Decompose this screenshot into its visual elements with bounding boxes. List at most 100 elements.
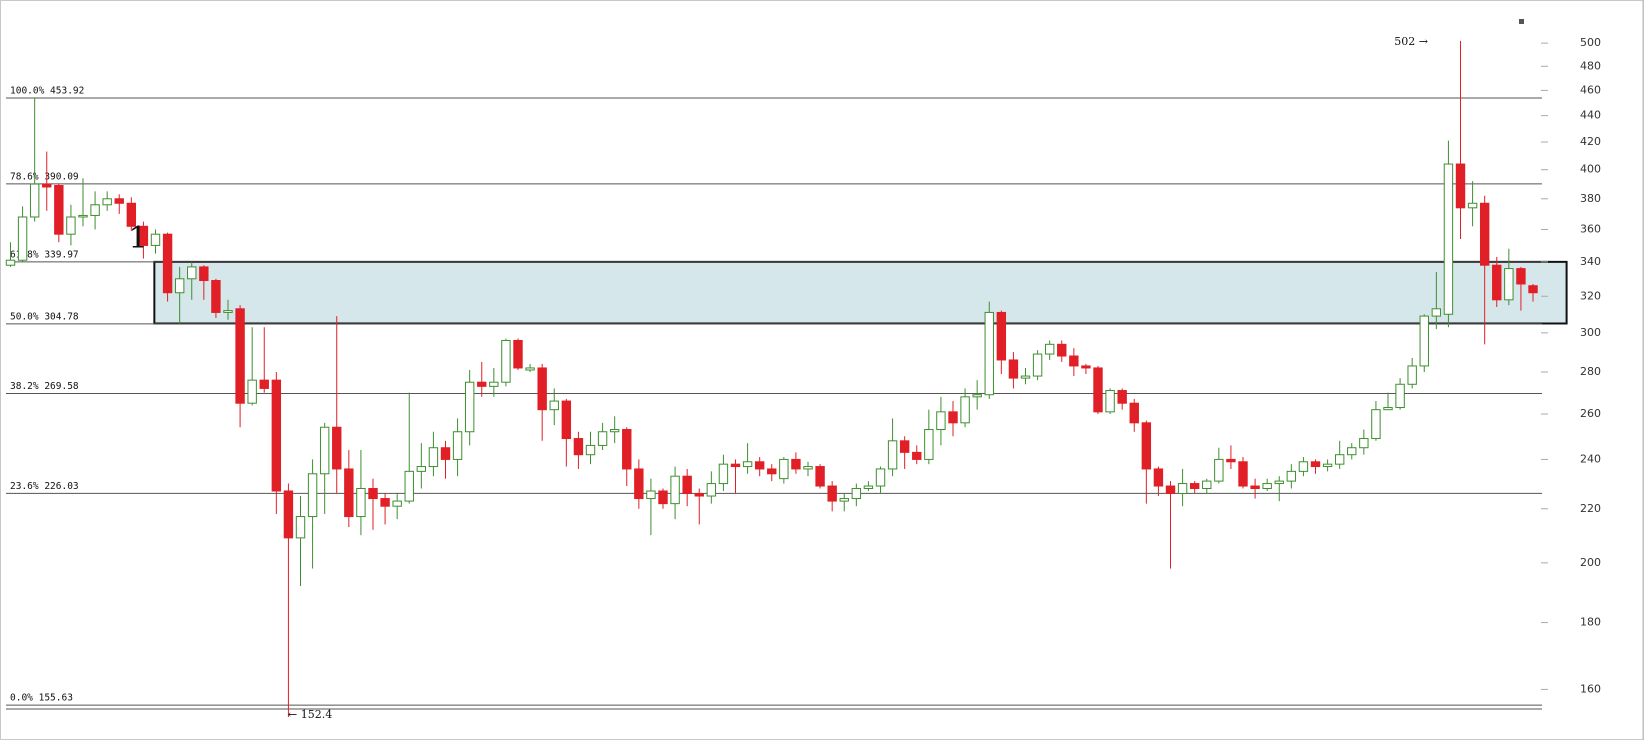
- candle-body: [1057, 343, 1067, 357]
- candle-body: [1443, 163, 1454, 315]
- candle-body: [332, 426, 342, 470]
- candle-body: [489, 381, 499, 387]
- candle-body: [1177, 483, 1188, 495]
- candle-body: [972, 394, 982, 398]
- candle-body: [368, 488, 378, 500]
- candle-body: [827, 485, 837, 502]
- candle-body: [1262, 483, 1272, 490]
- candle-body: [187, 266, 197, 280]
- candle-body: [767, 468, 777, 475]
- candle-body: [1467, 202, 1478, 209]
- candle-body: [718, 463, 729, 485]
- y-tick-label: 500: [1580, 36, 1601, 49]
- y-tick-label: 220: [1580, 502, 1601, 515]
- candle-body: [1226, 458, 1236, 463]
- candle-body: [851, 488, 862, 500]
- candle-body: [537, 367, 547, 411]
- candle-body: [452, 431, 463, 460]
- candle-body: [235, 308, 245, 404]
- candle-body: [513, 339, 523, 369]
- candle-body: [1081, 365, 1091, 369]
- candle-body: [1008, 359, 1019, 379]
- candle-body: [102, 198, 112, 206]
- candle-body: [162, 233, 173, 294]
- candle-body: [1407, 365, 1417, 385]
- candle-body: [150, 233, 161, 246]
- candle-body: [295, 516, 306, 539]
- fib-label: 78.6% 390.09: [10, 171, 79, 182]
- candle-body: [791, 458, 801, 470]
- candle-body: [5, 259, 16, 266]
- candle-body: [1347, 447, 1357, 456]
- fib-label: 23.6% 226.03: [10, 481, 79, 492]
- candle-body: [609, 428, 620, 433]
- candle-body: [1310, 461, 1321, 468]
- candle-body: [356, 488, 366, 518]
- candle-body: [670, 475, 680, 505]
- candle-body: [1069, 355, 1079, 367]
- candle-body: [416, 466, 427, 472]
- y-tick-label: 420: [1580, 135, 1601, 148]
- candle-body: [1117, 390, 1127, 404]
- candle-body: [875, 468, 886, 487]
- candle-body: [996, 311, 1007, 361]
- candle-body: [1189, 483, 1200, 490]
- candle-body: [525, 367, 535, 371]
- y-tick-label: 360: [1580, 222, 1601, 235]
- candle-body: [1395, 383, 1405, 409]
- candle-body: [754, 461, 765, 470]
- candle-body: [960, 396, 970, 424]
- candle-body: [779, 458, 789, 480]
- fib-label: 100.0% 453.92: [10, 85, 84, 96]
- candle-body: [440, 447, 451, 460]
- candle-body: [29, 183, 40, 218]
- candle-body: [1141, 422, 1152, 470]
- candle-body: [646, 490, 656, 500]
- candle-body: [682, 475, 692, 495]
- candle-body: [1528, 285, 1538, 294]
- candle-body: [815, 466, 825, 487]
- candle-body: [936, 411, 946, 430]
- candle-body: [1105, 390, 1115, 413]
- candle-body: [1455, 163, 1466, 209]
- candle-body: [1322, 463, 1333, 468]
- candle-body: [1274, 480, 1284, 485]
- candle-body: [561, 400, 572, 440]
- candle-body: [1202, 480, 1212, 490]
- candle-body: [319, 426, 330, 475]
- candle-body: [597, 431, 608, 446]
- candle-body: [1383, 407, 1393, 411]
- candle-body: [839, 498, 849, 502]
- y-tick-label: 400: [1580, 163, 1601, 176]
- candle-body: [1129, 402, 1139, 424]
- candle-body: [1516, 268, 1526, 285]
- candle-body: [742, 461, 753, 468]
- candle-body: [658, 490, 668, 505]
- y-tick-label: 460: [1580, 83, 1601, 96]
- candle-body: [1214, 458, 1224, 482]
- candle-body: [114, 198, 124, 204]
- candle-body: [549, 400, 559, 411]
- fib-label: 61.8% 339.97: [10, 249, 79, 260]
- candle-body: [948, 411, 958, 424]
- annotation: ← 152.4: [288, 708, 332, 721]
- candle-body: [90, 204, 100, 216]
- candle-body: [1286, 470, 1297, 482]
- candle-body: [1359, 438, 1369, 449]
- candle-body: [694, 493, 704, 497]
- candle-body: [271, 379, 282, 492]
- candle-body: [380, 498, 390, 507]
- candle-body: [428, 447, 439, 468]
- candle-body: [1250, 485, 1260, 490]
- candle-body: [1419, 315, 1429, 367]
- y-tick-label: 480: [1580, 59, 1601, 72]
- y-tick-label: 280: [1580, 365, 1601, 378]
- y-tick-label: 200: [1580, 556, 1601, 569]
- candle-body: [344, 468, 354, 518]
- candle-body: [307, 473, 318, 518]
- candle-body: [283, 490, 294, 539]
- candle-body: [78, 214, 88, 218]
- candle-body: [887, 440, 898, 470]
